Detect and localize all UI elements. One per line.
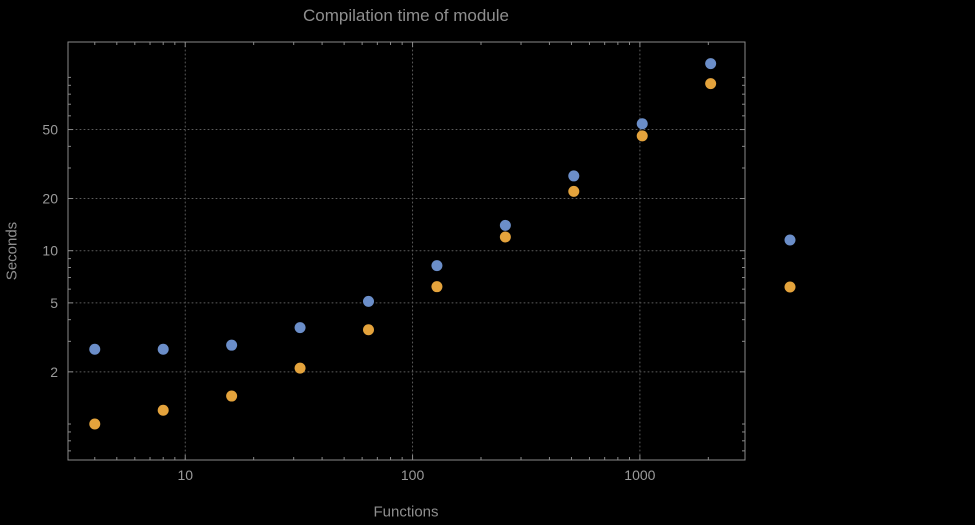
blue-series-point: [431, 260, 443, 272]
orange-series-point: [636, 130, 648, 142]
y-tick-label: 2: [50, 364, 58, 380]
blue-series-point: [568, 170, 580, 182]
orange-series-point: [157, 404, 169, 416]
orange-series-point: [568, 185, 580, 197]
blue-series-point: [705, 58, 717, 70]
orange-series-point: [362, 324, 374, 336]
blue-series-point: [636, 118, 648, 130]
blue-series-point: [226, 339, 238, 351]
orange-series-point: [294, 362, 306, 374]
plot-frame: [67, 41, 746, 461]
orange-series-point: [705, 78, 717, 90]
orange-series-point: [89, 418, 101, 430]
blue-series-point: [499, 219, 511, 231]
y-axis-label: Seconds: [3, 221, 21, 281]
x-tick-label: 100: [401, 467, 425, 483]
x-tick-label: 10: [177, 467, 193, 483]
blue-series-point: [157, 343, 169, 355]
blue-series-point: [89, 343, 101, 355]
blue-series-point: [294, 322, 306, 334]
x-axis-label: Functions: [373, 503, 439, 521]
y-tick-label: 5: [50, 295, 58, 311]
blue-series-point: [362, 295, 374, 307]
orange-series-point: [499, 231, 511, 243]
orange-series-point: [431, 281, 443, 293]
x-tick-label: 1000: [624, 467, 655, 483]
legend-marker: [784, 281, 796, 293]
orange-series-point: [226, 390, 238, 402]
y-tick-label: 20: [42, 191, 58, 207]
y-tick-label: 50: [42, 122, 58, 138]
chart-title: Compilation time of module: [303, 6, 509, 25]
legend-marker: [784, 234, 796, 246]
y-tick-label: 10: [42, 243, 58, 259]
